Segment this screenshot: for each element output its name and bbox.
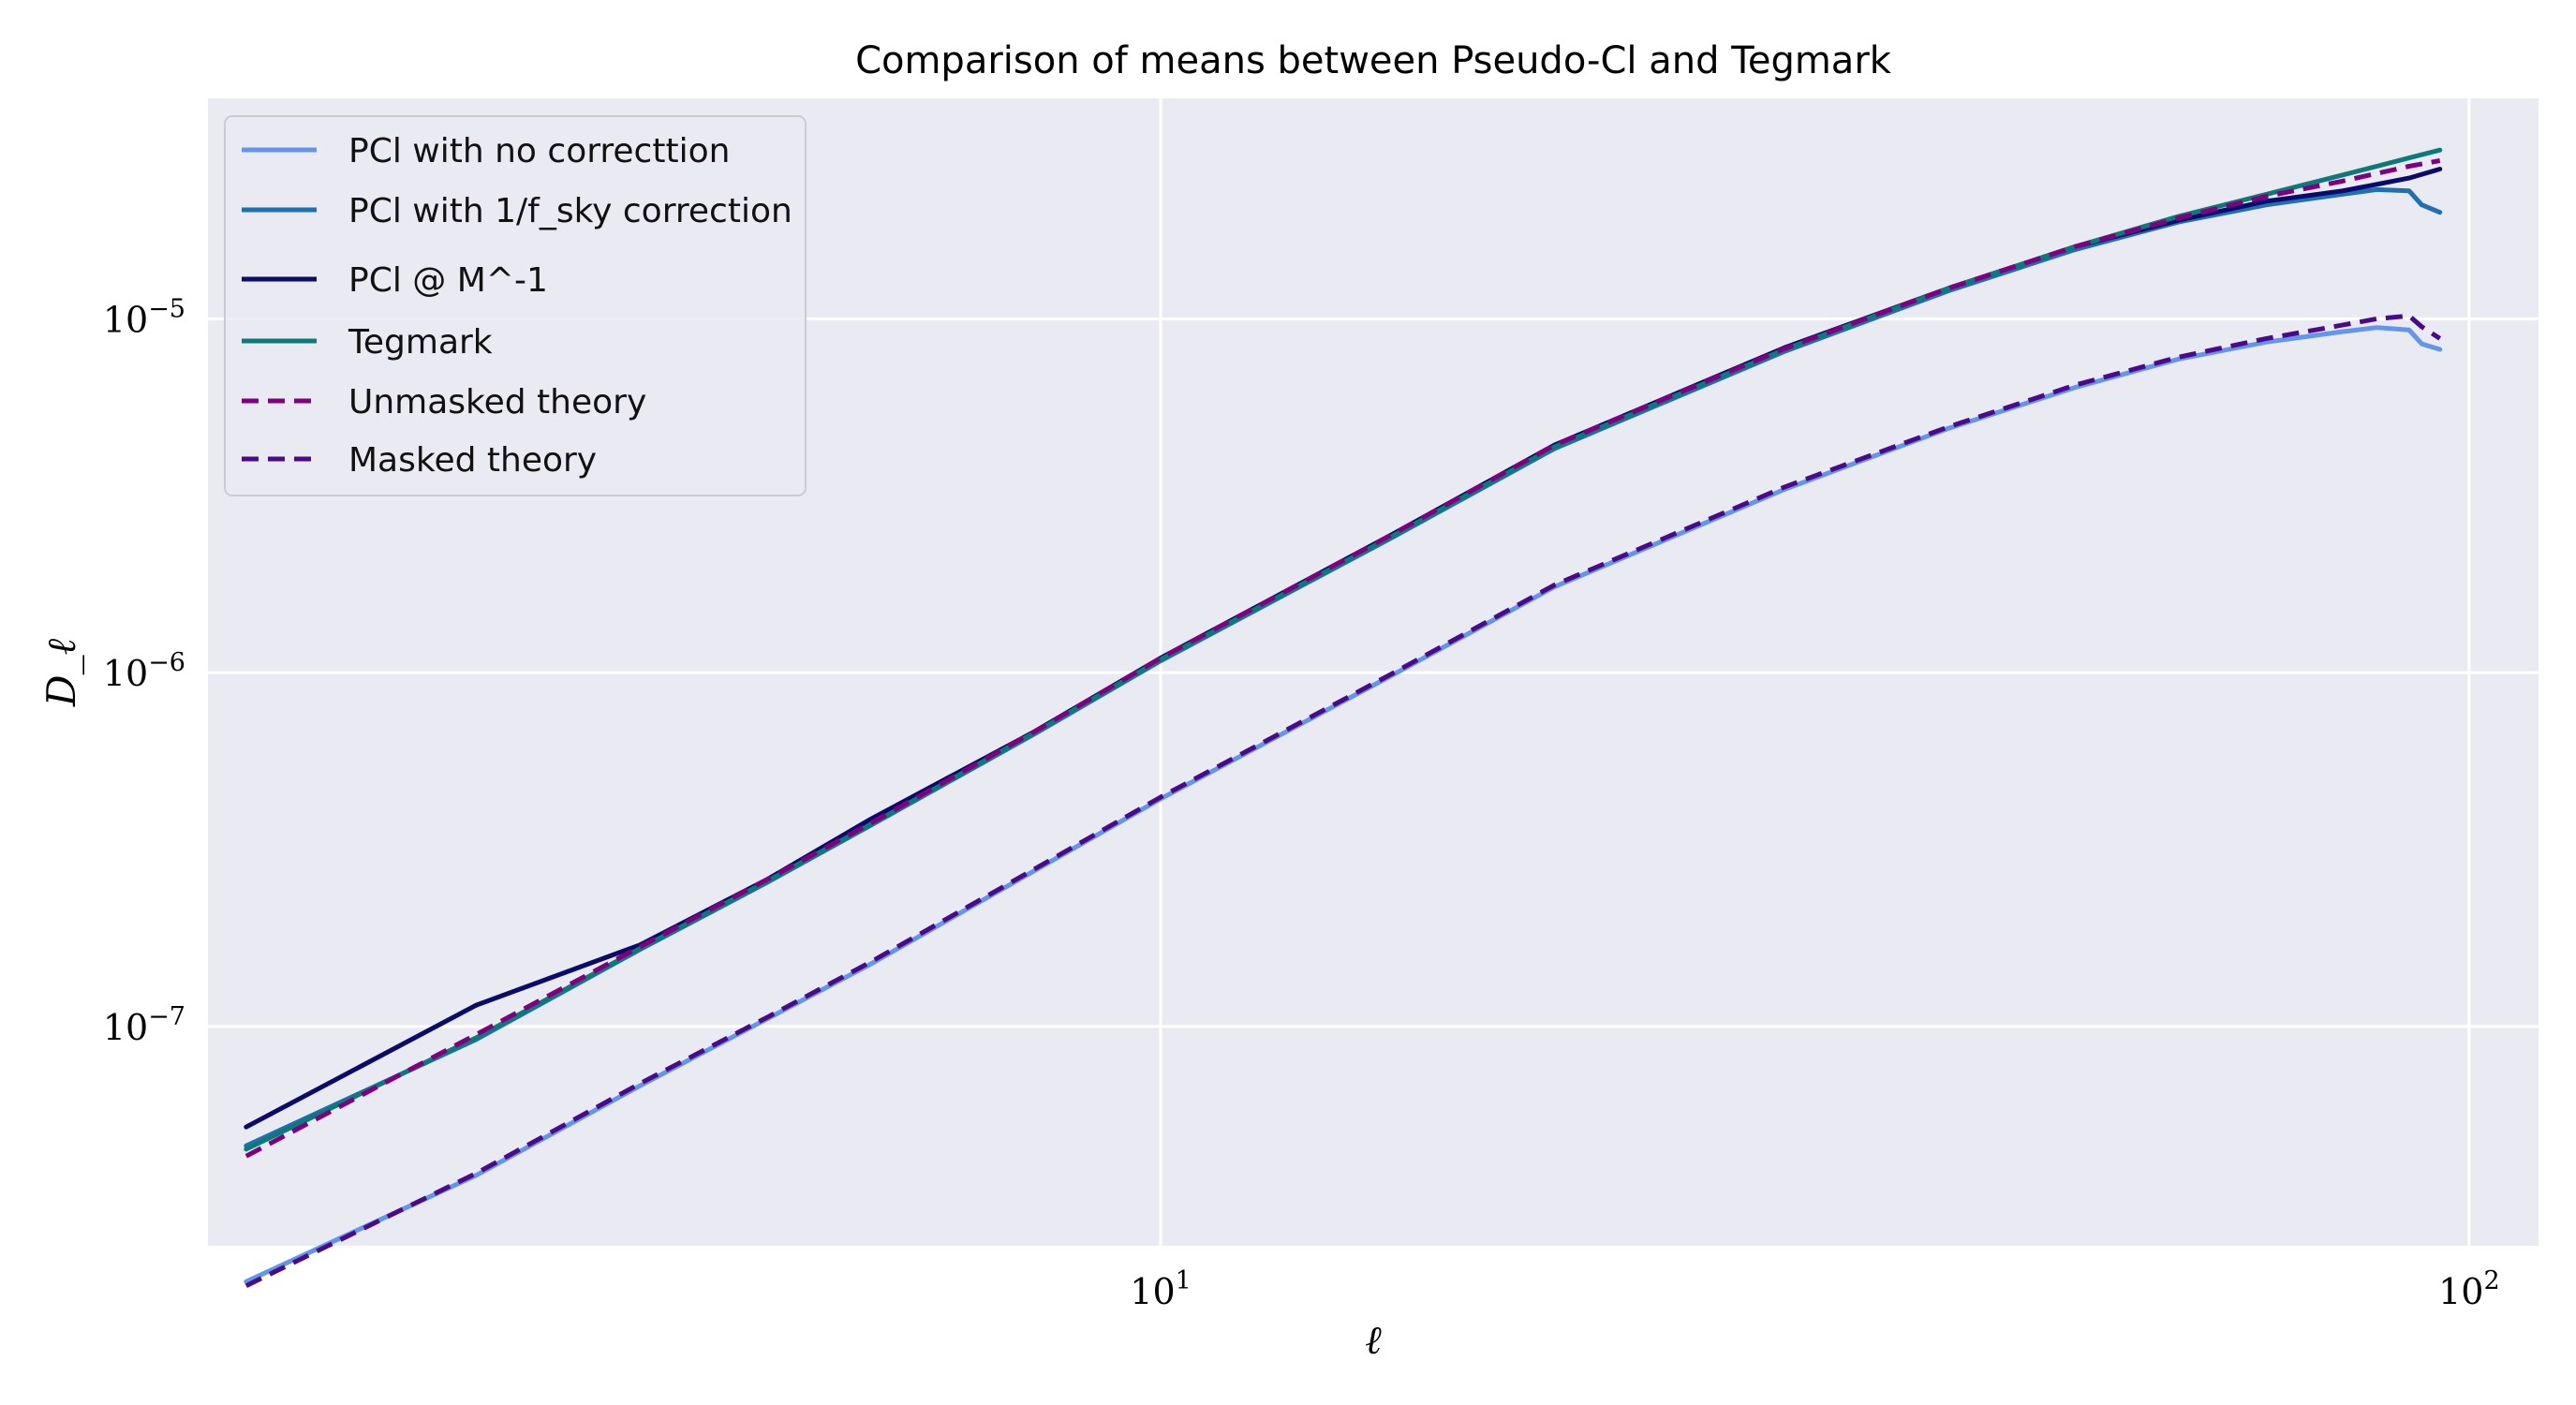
y-axis-label: D_ℓ: [38, 638, 84, 707]
legend: PCl with no correcttion PCl with 1/f_sky …: [224, 115, 807, 496]
y-tick-exponent: −7: [148, 1002, 185, 1031]
y-tick-base: 10: [103, 1007, 148, 1048]
legend-label: PCl @ M^-1: [348, 261, 548, 300]
x-tick-label: 101: [1130, 1266, 1192, 1312]
y-tick-label: 10−6: [103, 648, 185, 694]
y-tick-label: 10−7: [103, 1002, 185, 1048]
x-tick-labels: 101 102: [1130, 1266, 2499, 1312]
x-tick-exponent: 2: [2483, 1266, 2499, 1295]
y-tick-exponent: −6: [148, 648, 185, 677]
series-line-5: [244, 158, 2441, 1159]
x-tick-base: 10: [2438, 1271, 2483, 1312]
legend-label: Tegmark: [348, 323, 493, 362]
legend-label: PCl with 1/f_sky correction: [348, 192, 792, 230]
x-tick-base: 10: [1130, 1271, 1175, 1312]
chart-title: Comparison of means between Pseudo-Cl an…: [855, 39, 1892, 82]
y-tick-base: 10: [103, 299, 148, 340]
x-axis-label: ℓ: [1365, 1317, 1382, 1363]
y-tick-label: 10−5: [103, 294, 185, 340]
legend-items: PCl with no correcttion PCl with 1/f_sky …: [242, 132, 792, 480]
legend-label: Unmasked theory: [348, 383, 646, 422]
legend-box: [224, 115, 807, 496]
legend-label: Masked theory: [348, 441, 597, 480]
y-tick-exponent: −5: [148, 294, 185, 323]
series-lines: [244, 147, 2443, 1288]
x-tick-label: 102: [2438, 1266, 2500, 1312]
legend-label: PCl with no correcttion: [348, 132, 730, 170]
series-line-6: [244, 313, 2442, 1288]
y-tick-labels: 10−710−610−5: [103, 294, 185, 1047]
y-axis-label-group: D_ℓ: [38, 638, 84, 707]
x-tick-exponent: 1: [1176, 1266, 1192, 1295]
y-tick-base: 10: [103, 653, 148, 694]
